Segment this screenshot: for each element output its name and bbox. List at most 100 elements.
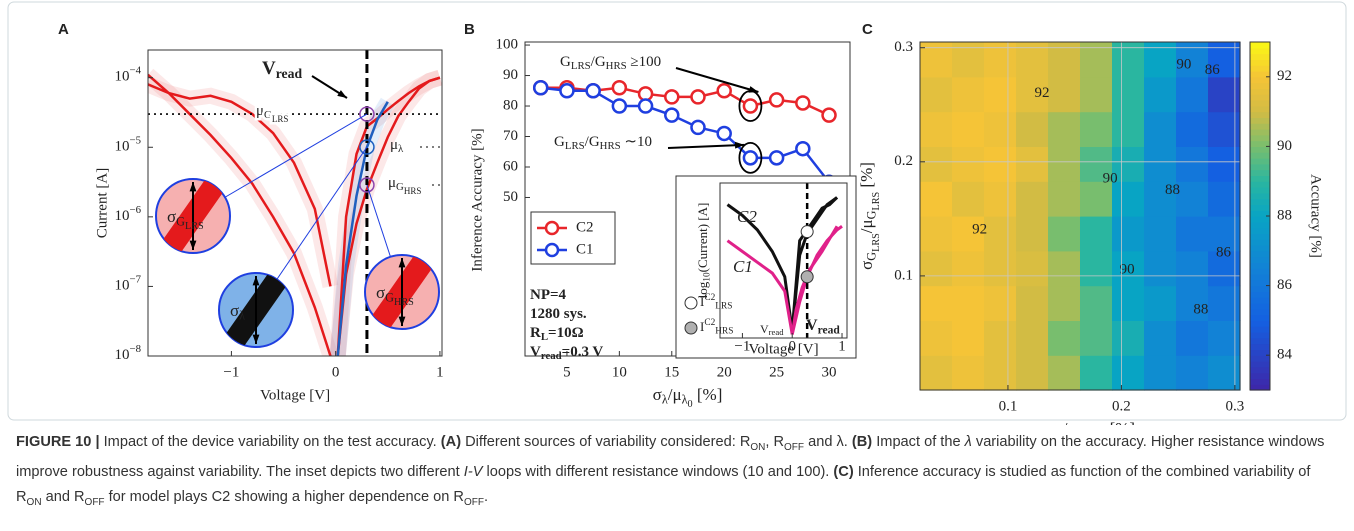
heatmap-cell	[1144, 216, 1177, 252]
heatmap-cell	[1176, 320, 1209, 356]
marker	[585, 83, 601, 99]
colorbar-step	[1250, 42, 1270, 49]
line	[148, 73, 332, 356]
annotation-part: G	[176, 214, 185, 228]
colorbar-step	[1250, 192, 1270, 200]
heatmap-cell	[952, 250, 985, 287]
x-tick-label: 1	[838, 338, 846, 354]
annotation-part: G	[264, 110, 272, 122]
marker	[637, 98, 654, 114]
heatmap-cell	[1176, 146, 1209, 182]
annotation-part: /G	[585, 134, 600, 150]
heatmap-cell	[1048, 355, 1081, 391]
arrow-head	[337, 90, 347, 98]
colorbar-step	[1250, 279, 1270, 287]
heatmap-cell	[1144, 146, 1177, 182]
annotation-part: V	[760, 322, 769, 336]
y-tick-label: 10−4	[115, 65, 142, 85]
marker	[716, 83, 732, 99]
annotation-part: C1	[733, 257, 753, 276]
legend-label: IC2LRS	[700, 293, 732, 312]
marker	[690, 119, 706, 136]
y-tick-label-part: 10	[115, 208, 130, 224]
caption-text: (A)	[440, 434, 462, 450]
heatmap-cell	[1144, 355, 1177, 391]
heatmap-cell	[1208, 355, 1241, 391]
y-tick-label: 10−5	[115, 135, 142, 155]
heatmap-cell	[920, 355, 953, 391]
heatmap-cell	[1048, 181, 1081, 217]
annotation-part: C2	[737, 207, 757, 226]
y-tick-label: 100	[496, 36, 519, 52]
x-axis-label-part: /μ	[1063, 419, 1077, 425]
line	[790, 196, 839, 331]
arrow	[675, 67, 759, 93]
legend-label-part: C2	[704, 293, 715, 303]
colorbar-step	[1250, 210, 1270, 217]
colorbar-step	[1250, 216, 1270, 223]
colorbar-step	[1250, 140, 1270, 147]
arrow-head	[398, 258, 406, 268]
arrow-head	[189, 240, 197, 250]
y-axis-label-part: G	[864, 252, 878, 261]
colorbar-step	[1250, 111, 1270, 118]
x-tick-label: 1	[436, 364, 444, 380]
heatmap-cell	[1176, 111, 1209, 147]
heatmap-cell	[984, 76, 1017, 113]
colorbar-step	[1250, 285, 1270, 292]
heatmap-cell	[1048, 320, 1081, 356]
x-axis-label-part: /μ	[668, 385, 682, 404]
arrow-head	[734, 141, 745, 149]
y-tick-label-part: 10	[115, 139, 130, 155]
y-tick-label-part: −4	[130, 65, 142, 77]
colorbar-step	[1250, 169, 1270, 176]
heatmap-cell	[1016, 320, 1049, 356]
x-tick-label: −1	[734, 338, 750, 354]
colorbar-step	[1250, 221, 1270, 229]
annotation: σGLRS	[167, 207, 204, 233]
heatmap-cell	[1144, 285, 1177, 321]
colorbar-step	[1250, 245, 1270, 252]
annotation: C1	[733, 257, 753, 276]
colorbar-step	[1250, 314, 1270, 321]
y-axis-label-part: 10	[703, 272, 713, 282]
annotation-part: G	[385, 290, 394, 304]
parameter-part: read	[541, 350, 562, 362]
heatmap-cell	[984, 250, 1017, 287]
y-axis-label-part: /μ	[857, 219, 876, 233]
caption: FIGURE 10 | Impact of the device variabi…	[16, 430, 1338, 515]
heatmap-cell	[1016, 111, 1049, 147]
annotation-part: σ	[167, 207, 176, 226]
x-axis-label-part: λ	[682, 392, 688, 406]
heatmap-cell	[1144, 320, 1177, 356]
y-axis-label-part: G	[864, 210, 878, 219]
y-tick-label-part: −7	[130, 274, 142, 286]
annotation: μGHRS	[388, 175, 421, 196]
panel-label: A	[58, 21, 69, 38]
marker	[611, 79, 628, 96]
annotation-part: HRS	[404, 186, 422, 196]
annotation-part: V	[806, 317, 818, 334]
colorbar-step	[1250, 337, 1270, 345]
read-point	[359, 139, 375, 155]
annotation: GLRS/GHRS ∼10	[554, 134, 652, 152]
y-tick-label-part: −5	[130, 135, 142, 147]
annotation-part: σ	[376, 283, 385, 302]
y-tick-label: 80	[503, 97, 518, 113]
colorbar-step	[1250, 82, 1270, 89]
caption-text: and R	[41, 488, 85, 505]
x-tick-label: 5	[563, 364, 571, 380]
marker	[795, 95, 811, 111]
annotation-part: LRS	[185, 221, 204, 232]
annotation: Vread	[262, 58, 302, 81]
marker	[821, 107, 837, 123]
y-axis-label-part: LRS	[871, 233, 882, 252]
x-tick-label: 0	[332, 364, 340, 380]
annotation-part: ≥100	[627, 54, 661, 70]
caption-text: .	[483, 488, 489, 505]
contour-label: 86	[1216, 245, 1232, 261]
heatmap-cell	[920, 250, 953, 287]
x-tick-label: 10	[612, 364, 627, 380]
heatmap-cell	[952, 76, 985, 113]
legend-label-part: I	[700, 319, 704, 334]
